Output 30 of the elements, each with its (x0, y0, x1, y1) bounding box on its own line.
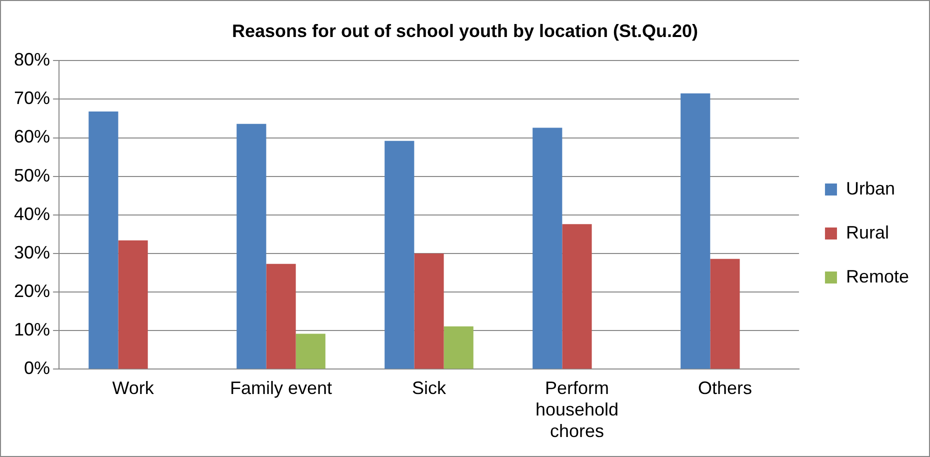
y-tick-label: 20% (14, 281, 50, 302)
y-tick-label: 50% (14, 165, 50, 186)
bar (296, 334, 326, 369)
legend-label: Urban (846, 178, 896, 198)
y-tick-label: 40% (14, 204, 50, 224)
y-tick-label: 70% (14, 88, 50, 108)
bar (384, 140, 414, 369)
x-tick-label: Perform household chores (535, 378, 619, 442)
x-tick-label: Others (698, 378, 752, 398)
legend-label: Remote (846, 266, 910, 286)
x-tick-label: Family event (230, 378, 332, 398)
x-tick-label: Work (112, 378, 155, 398)
y-tick-label: 0% (24, 358, 50, 378)
bar (532, 128, 562, 369)
bar (444, 326, 474, 369)
bar (236, 124, 266, 369)
y-tick-label: 10% (14, 320, 50, 340)
legend-label: Rural (846, 222, 889, 242)
y-tick-label: 60% (14, 126, 50, 147)
chart-title: Reasons for out of school youth by location (St.Qu.20) (232, 20, 698, 41)
bar (562, 224, 592, 369)
bar (118, 240, 148, 369)
y-tick-label: 80% (14, 50, 50, 70)
bar (88, 112, 118, 369)
bar (710, 258, 740, 369)
x-tick-label: Sick (412, 378, 447, 398)
bar (266, 264, 296, 369)
bar (414, 253, 444, 369)
y-tick-label: 30% (14, 242, 50, 262)
bar (680, 93, 710, 369)
